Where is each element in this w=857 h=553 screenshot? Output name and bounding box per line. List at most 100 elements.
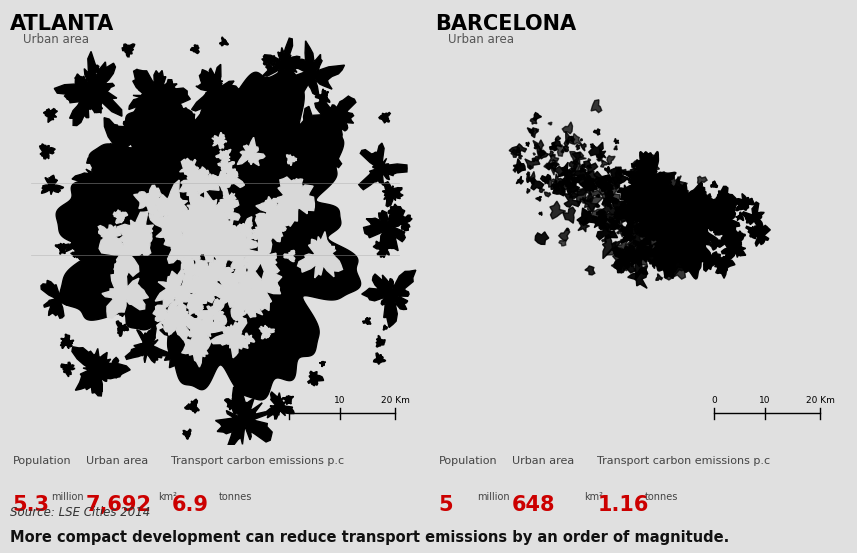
Polygon shape bbox=[160, 305, 194, 340]
Polygon shape bbox=[666, 176, 684, 200]
Polygon shape bbox=[640, 227, 658, 246]
Polygon shape bbox=[545, 177, 557, 187]
Polygon shape bbox=[561, 149, 564, 153]
Polygon shape bbox=[622, 211, 638, 225]
Polygon shape bbox=[134, 70, 190, 122]
Polygon shape bbox=[625, 249, 633, 262]
Polygon shape bbox=[153, 301, 180, 334]
Polygon shape bbox=[672, 259, 686, 276]
Polygon shape bbox=[716, 222, 744, 247]
Polygon shape bbox=[513, 169, 517, 172]
Polygon shape bbox=[621, 227, 636, 243]
Polygon shape bbox=[696, 186, 704, 195]
Polygon shape bbox=[580, 139, 583, 141]
Polygon shape bbox=[746, 226, 761, 239]
Polygon shape bbox=[244, 333, 255, 345]
Polygon shape bbox=[213, 234, 220, 244]
Polygon shape bbox=[715, 217, 734, 241]
Polygon shape bbox=[530, 118, 536, 124]
Polygon shape bbox=[539, 212, 542, 216]
Polygon shape bbox=[687, 201, 706, 220]
Polygon shape bbox=[615, 167, 626, 181]
Polygon shape bbox=[559, 240, 566, 246]
Polygon shape bbox=[691, 202, 710, 225]
Polygon shape bbox=[183, 313, 224, 351]
Polygon shape bbox=[741, 202, 764, 231]
Polygon shape bbox=[630, 206, 642, 216]
Polygon shape bbox=[736, 212, 744, 221]
Polygon shape bbox=[633, 240, 645, 253]
Polygon shape bbox=[125, 324, 171, 363]
Text: 6.9: 6.9 bbox=[171, 495, 208, 515]
Polygon shape bbox=[672, 244, 678, 251]
Polygon shape bbox=[215, 385, 273, 448]
Polygon shape bbox=[219, 108, 242, 133]
Polygon shape bbox=[527, 171, 535, 185]
Polygon shape bbox=[659, 232, 684, 260]
Text: tonnes: tonnes bbox=[644, 492, 678, 502]
Polygon shape bbox=[533, 140, 543, 153]
Polygon shape bbox=[632, 164, 637, 169]
Polygon shape bbox=[722, 237, 746, 259]
Polygon shape bbox=[221, 231, 251, 259]
Polygon shape bbox=[638, 226, 646, 234]
Polygon shape bbox=[376, 335, 385, 347]
Polygon shape bbox=[552, 139, 561, 147]
Polygon shape bbox=[274, 106, 342, 168]
Polygon shape bbox=[704, 194, 713, 204]
Polygon shape bbox=[579, 197, 585, 204]
Polygon shape bbox=[225, 234, 249, 261]
Polygon shape bbox=[617, 185, 632, 199]
Polygon shape bbox=[635, 260, 648, 280]
Polygon shape bbox=[72, 155, 119, 198]
Polygon shape bbox=[604, 217, 607, 221]
Polygon shape bbox=[564, 168, 576, 180]
Polygon shape bbox=[684, 199, 687, 202]
Polygon shape bbox=[638, 251, 649, 262]
Polygon shape bbox=[529, 165, 532, 168]
Text: Urban area: Urban area bbox=[447, 33, 513, 46]
Polygon shape bbox=[217, 203, 240, 227]
Polygon shape bbox=[90, 64, 99, 73]
Polygon shape bbox=[622, 207, 627, 211]
Polygon shape bbox=[248, 217, 281, 244]
Polygon shape bbox=[566, 180, 579, 195]
Polygon shape bbox=[533, 153, 536, 155]
Polygon shape bbox=[711, 189, 734, 216]
Polygon shape bbox=[564, 170, 572, 179]
Polygon shape bbox=[374, 353, 386, 364]
Polygon shape bbox=[587, 165, 591, 168]
Polygon shape bbox=[649, 259, 654, 264]
Polygon shape bbox=[526, 142, 530, 147]
Polygon shape bbox=[632, 160, 641, 168]
Polygon shape bbox=[555, 136, 560, 140]
Polygon shape bbox=[558, 162, 574, 179]
Polygon shape bbox=[237, 282, 255, 306]
Polygon shape bbox=[599, 211, 606, 216]
Polygon shape bbox=[557, 180, 570, 190]
Polygon shape bbox=[586, 184, 601, 202]
Text: BARCELONA: BARCELONA bbox=[435, 14, 577, 34]
Polygon shape bbox=[644, 206, 663, 226]
Polygon shape bbox=[192, 64, 244, 113]
Polygon shape bbox=[584, 180, 593, 187]
Polygon shape bbox=[564, 194, 580, 207]
Polygon shape bbox=[636, 182, 650, 196]
Polygon shape bbox=[666, 247, 690, 273]
Polygon shape bbox=[526, 174, 533, 183]
Polygon shape bbox=[320, 361, 326, 367]
Polygon shape bbox=[292, 140, 327, 174]
Polygon shape bbox=[596, 194, 600, 197]
Polygon shape bbox=[188, 220, 210, 243]
Polygon shape bbox=[710, 236, 722, 250]
Polygon shape bbox=[640, 154, 660, 170]
Polygon shape bbox=[652, 188, 660, 194]
Polygon shape bbox=[513, 165, 518, 170]
Polygon shape bbox=[189, 324, 204, 338]
Polygon shape bbox=[187, 190, 239, 241]
Polygon shape bbox=[113, 291, 130, 313]
Polygon shape bbox=[632, 195, 641, 204]
Polygon shape bbox=[243, 235, 279, 278]
Polygon shape bbox=[204, 255, 233, 285]
Polygon shape bbox=[626, 220, 641, 234]
